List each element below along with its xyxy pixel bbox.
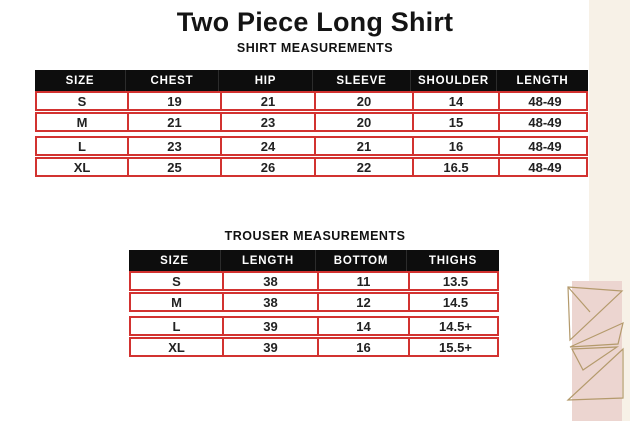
table-cell: M — [76, 114, 88, 130]
table-cell: S — [77, 93, 87, 109]
pink-accent-block — [572, 281, 622, 421]
table-cell: 13.5 — [408, 273, 501, 289]
column-header: SIZE — [65, 74, 95, 87]
table-cell: 20 — [314, 93, 412, 109]
table-cell: M — [171, 294, 182, 310]
table-cell: XL — [73, 159, 91, 175]
table-cell: 16 — [317, 339, 408, 355]
table-cell: 15 — [412, 114, 498, 130]
table-cell: 23 — [220, 114, 314, 130]
column-header: CHEST — [125, 70, 218, 91]
page-title: Two Piece Long Shirt — [176, 7, 454, 37]
table-cell: 48-49 — [498, 93, 590, 109]
table-row: XL 25 26 22 16.5 48-49 — [35, 157, 588, 177]
table-row: M 38 12 14.5 — [129, 292, 499, 312]
table-cell: 23 — [127, 138, 220, 154]
table-cell: 39 — [222, 318, 317, 334]
table-cell: 16 — [412, 138, 498, 154]
table-row: XL 39 16 15.5+ — [129, 337, 499, 357]
column-header: LENGTH — [496, 70, 588, 91]
table-row: L 23 24 21 16 48-49 — [35, 136, 588, 156]
column-header: LENGTH — [220, 250, 315, 271]
table-cell: 14.5+ — [408, 318, 501, 334]
table-cell: S — [172, 273, 181, 289]
table-cell: L — [172, 318, 181, 334]
table-cell: 48-49 — [498, 114, 590, 130]
table-cell: 12 — [317, 294, 408, 310]
column-header: THIGHS — [406, 250, 499, 271]
table-cell: 11 — [317, 273, 408, 289]
table-row: L 39 14 14.5+ — [129, 316, 499, 336]
shirt-table-caption: SHIRT MEASUREMENTS — [236, 41, 394, 55]
table-row: S 38 11 13.5 — [129, 271, 499, 291]
trouser-measurements-table: SIZE LENGTH BOTTOM THIGHS S 38 11 13.5 M 38 12 14.5… — [129, 250, 499, 357]
column-header: SLEEVE — [312, 70, 410, 91]
table-cell: L — [78, 138, 86, 154]
table-cell: 14 — [412, 93, 498, 109]
table-cell: 22 — [314, 159, 412, 175]
column-header: BOTTOM — [315, 250, 406, 271]
table-cell: 16.5 — [412, 159, 498, 175]
table-row: S 19 21 20 14 48-49 — [35, 91, 588, 111]
table-row: M 21 23 20 15 48-49 — [35, 112, 588, 132]
table-cell: 19 — [127, 93, 220, 109]
table-cell: 21 — [220, 93, 314, 109]
column-header: HIP — [218, 70, 312, 91]
table-cell: 48-49 — [498, 159, 590, 175]
table-cell: 14.5 — [408, 294, 501, 310]
table-cell: XL — [168, 339, 185, 355]
table-cell: 38 — [222, 273, 317, 289]
table-cell: 14 — [317, 318, 408, 334]
shirt-measurements-table: SIZE CHEST HIP SLEEVE SHOULDER LENGTH S 19 21 20 1… — [35, 70, 588, 177]
table-cell: 21 — [314, 138, 412, 154]
geometric-triangles-icon — [566, 286, 624, 401]
table-cell: 24 — [220, 138, 314, 154]
column-header: SHOULDER — [410, 70, 496, 91]
table-cell: 25 — [127, 159, 220, 175]
trouser-table-caption: TROUSER MEASUREMENTS — [224, 229, 406, 243]
table-header-row: SIZE CHEST HIP SLEEVE SHOULDER LENGTH — [35, 70, 588, 91]
column-header: SIZE — [160, 254, 189, 267]
table-cell: 38 — [222, 294, 317, 310]
table-cell: 26 — [220, 159, 314, 175]
table-cell: 48-49 — [498, 138, 590, 154]
table-cell: 39 — [222, 339, 317, 355]
table-cell: 15.5+ — [408, 339, 501, 355]
table-header-row: SIZE LENGTH BOTTOM THIGHS — [129, 250, 499, 271]
table-cell: 20 — [314, 114, 412, 130]
table-cell: 21 — [127, 114, 220, 130]
